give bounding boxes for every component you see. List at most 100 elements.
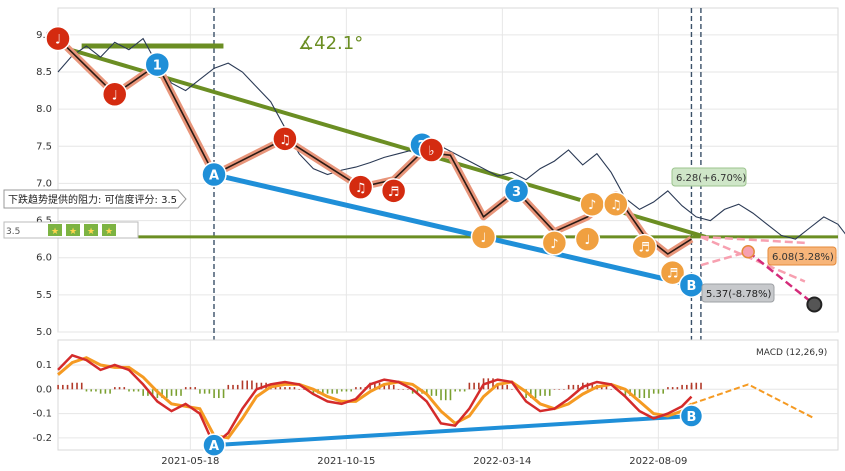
support-trendline (213, 172, 693, 288)
macd-y-tick-1: 0.0 (36, 384, 52, 395)
marker-9: ♩ (470, 224, 497, 250)
macd-hist-bar-25-1 (416, 389, 419, 394)
rating-badge-2 (66, 224, 80, 236)
macd-hist-bar-33-1 (530, 389, 532, 399)
macd-hist-bar-13-0 (241, 380, 244, 390)
rating-badge-4-star: ★ (105, 227, 113, 237)
macd-hist-bar-7-1 (161, 389, 163, 399)
macd-hist-bar-12-1 (232, 384, 234, 390)
rating-badge-2-star: ★ (69, 227, 77, 237)
marker-circle-8 (418, 137, 445, 163)
marker-label-4: ♫ (279, 133, 291, 148)
macd-hist-bar-44-0 (681, 384, 683, 390)
projection-end-dot (806, 296, 823, 313)
macd-hist-bar-41-2 (648, 389, 650, 399)
resistance-box: 下跌趋势提供的阻力: 可信度评分: 3.5 (3, 189, 187, 209)
macd-hist-bar-29-1 (473, 382, 475, 390)
macd-hist-bar-39-2 (619, 389, 622, 390)
resistance-box-bg (3, 189, 187, 209)
macd-hist-bar-21-0 (355, 387, 357, 390)
marker-3: A (201, 161, 227, 188)
marker-label-1: ♩ (112, 88, 118, 103)
price-y-tick-3: 6.5 (36, 216, 52, 227)
macd-hist-bar-36-0 (567, 384, 570, 390)
macd-hist-bar-15-2 (279, 387, 282, 390)
macd-hist-bar-31-0 (496, 384, 499, 390)
macd-hist-bar-13-2 (251, 380, 253, 390)
macd-marker-circle-0 (202, 433, 226, 457)
macd-hist-bar-20-0 (340, 389, 343, 392)
macd-hist-bar-19-2 (336, 389, 338, 394)
marker-circle-6 (380, 178, 407, 204)
macd-hist-bar-20-2 (350, 389, 352, 392)
macd-hist-bar-27-0 (440, 389, 442, 401)
macd-hist-bar-23-2 (392, 384, 395, 390)
macd-hist-bar-10-1 (203, 389, 206, 394)
price-grid (58, 8, 838, 333)
macd-hist-bar-1-2 (80, 382, 83, 390)
price-y-tick-4: 7.0 (36, 178, 52, 189)
macd-hist-bar-15-1 (274, 387, 277, 390)
marker-0: ♩ (45, 25, 71, 52)
marker-circle-16 (659, 259, 686, 286)
marker-8: ♭ (418, 137, 445, 163)
macd-hist-bar-0-0 (57, 384, 59, 390)
marker-label-8: ♭ (428, 144, 434, 159)
macd-hist-bar-42-2 (662, 389, 664, 394)
macd-hist-bar-45-2 (700, 382, 702, 390)
macd-hist-bar-23-0 (383, 384, 386, 390)
marker-label-6: ♬ (388, 185, 400, 200)
macd-marker-0: A (202, 433, 226, 457)
rating-row: 3.5 ★ ★ ★ ★ (3, 221, 139, 239)
price-y-tick-8: 9.0 (36, 30, 52, 41)
macd-hist-bar-1-0 (71, 382, 74, 390)
macd-hist-bar-8-1 (175, 389, 178, 396)
x-axis-ticks: 2021-05-18 2021-10-15 2022-03-14 2022-08-09 (161, 456, 687, 467)
macd-hist-bar-5-2 (137, 389, 140, 392)
macd-hist-bar-11-0 (213, 389, 215, 399)
macd-hist-bar-29-0 (468, 382, 471, 390)
macd-hist-bar-10-2 (208, 389, 211, 394)
macd-lines (57, 353, 815, 448)
marker-label-13: ♪ (588, 198, 596, 213)
macd-hist-bar-11-1 (218, 389, 220, 399)
macd-title: MACD (12,26,9) (756, 348, 827, 358)
projection-line-1 (700, 235, 806, 283)
macd-y-ticks: 0.1 0.0 -0.1 -0.2 (32, 360, 52, 444)
marker-label-15: ♬ (638, 241, 650, 256)
marker-1: ♩ (101, 81, 128, 108)
macd-hist-bar-3-2 (109, 389, 111, 394)
resistance-box-text: 下跌趋势提供的阻力: 可信度评分: 3.5 (8, 193, 177, 206)
marker-11: ♪ (541, 230, 568, 256)
macd-hist-bar-40-2 (634, 389, 636, 396)
macd-marker-label-0: A (209, 439, 219, 454)
marker-label-5: ♫ (355, 181, 367, 196)
marker-6: ♬ (380, 178, 407, 204)
macd-hist-bar-44-1 (686, 384, 688, 390)
projection-label-3: 5.37(-8.78%) (701, 283, 775, 303)
macd-hist-bar-45-0 (690, 382, 693, 390)
price-y-tick-6: 8.0 (36, 104, 52, 115)
marker-label-16: ♬ (667, 267, 679, 282)
macd-hist-bar-31-1 (501, 384, 504, 390)
macd-hist-bar-9-0 (184, 387, 187, 390)
price-markers: ♩♩1A♫♫♬2♭♩3♪♩♪♫♬♬B (45, 25, 705, 298)
marker-circle-3 (201, 161, 227, 188)
rating-badge-1 (48, 224, 62, 236)
macd-hist-bar-5-0 (128, 389, 130, 392)
price-panel: 5.05.56.06.57.07.58.08.59.0 ♩♩1A♫♫♬2♭♩3♪… (3, 7, 845, 450)
marker-17: B (678, 272, 705, 298)
price-series-line (57, 37, 845, 240)
marker-circle-10 (503, 178, 530, 204)
macd-hist-bar-35-0 (553, 389, 556, 390)
macd-hist-bar-10-0 (199, 389, 201, 394)
price-y-tick-5: 7.5 (36, 141, 52, 152)
marker-circle-5 (347, 174, 374, 200)
macd-hist-bar-16-2 (293, 387, 296, 390)
macd-hist-bar-24-2 (407, 389, 409, 390)
macd-grid (58, 340, 838, 450)
price-y-tick-7: 8.5 (36, 67, 52, 78)
macd-hist-bar-24-1 (402, 389, 404, 390)
macd-hist-bar-43-2 (676, 387, 679, 390)
price-y-ticks: 5.0 5.5 6.0 6.5 7.0 7.5 8.0 8.5 9.0 (36, 30, 52, 338)
